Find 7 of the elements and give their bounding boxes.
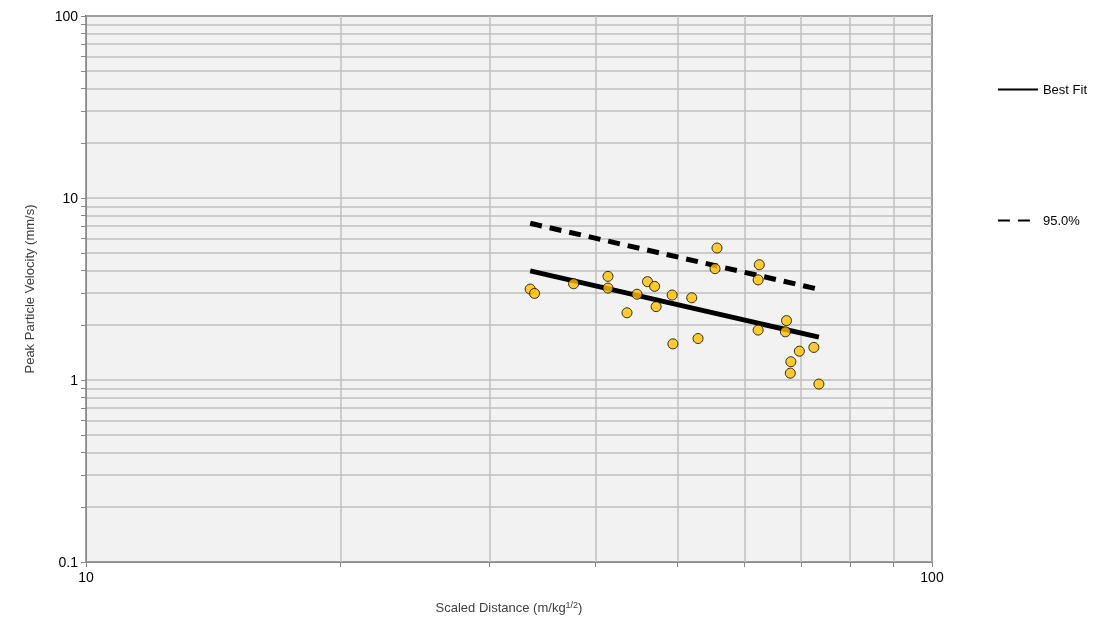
y-tick-label: 10 — [62, 190, 79, 206]
legend-label: 95.0% — [1042, 213, 1081, 228]
y-tick-label: 100 — [54, 8, 79, 24]
y-axis-title: Peak Particle Velocity (mm/s) — [22, 204, 37, 374]
legend-label: Best Fit — [1042, 82, 1088, 97]
y-tick-label: 1 — [70, 372, 79, 388]
y-tick-label: 0.1 — [58, 554, 79, 570]
